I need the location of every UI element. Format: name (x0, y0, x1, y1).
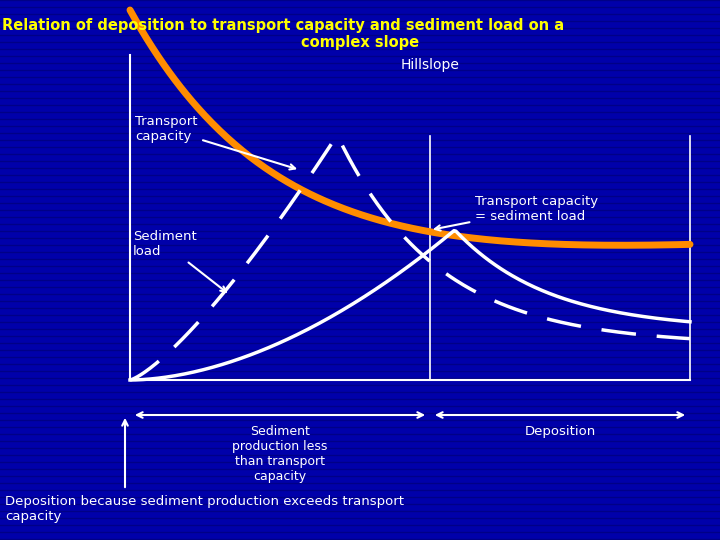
Text: complex slope: complex slope (301, 35, 419, 50)
Text: Sediment
production less
than transport
capacity: Sediment production less than transport … (233, 425, 328, 483)
Text: Sediment
load: Sediment load (133, 230, 226, 292)
Text: Hillslope: Hillslope (400, 58, 459, 72)
Text: Relation of deposition to transport capacity and sediment load on a: Relation of deposition to transport capa… (2, 18, 564, 33)
Text: Deposition: Deposition (524, 425, 595, 438)
Text: Transport
capacity: Transport capacity (135, 115, 295, 170)
Text: Deposition because sediment production exceeds transport
capacity: Deposition because sediment production e… (5, 495, 404, 523)
Text: Transport capacity
= sediment load: Transport capacity = sediment load (435, 195, 598, 231)
